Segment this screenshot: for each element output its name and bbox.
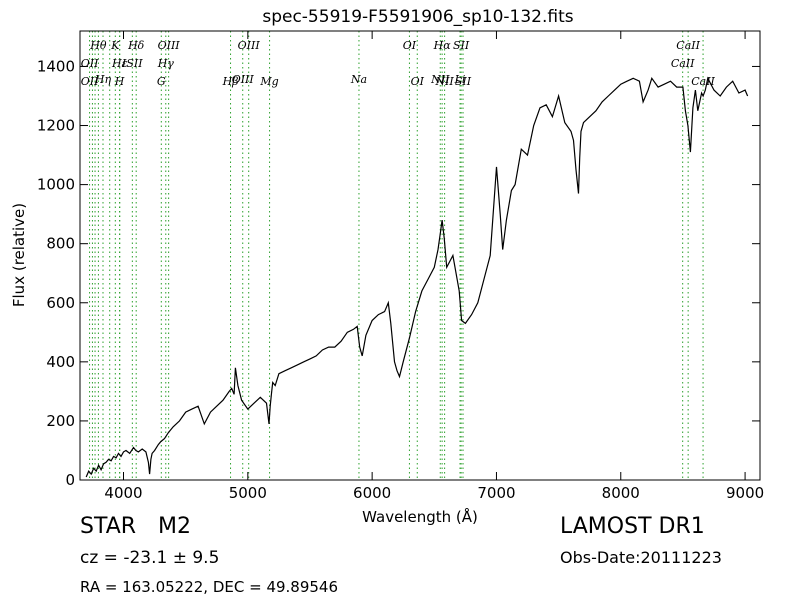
y-tick-label: 600 <box>46 294 75 312</box>
line-label: OII <box>81 75 99 88</box>
subclass-label: M2 <box>158 514 192 539</box>
chart-title: spec-55919-F5591906_sp10-132.fits <box>262 7 573 27</box>
y-tick-label: 400 <box>46 353 75 371</box>
line-label: CaII <box>676 39 700 52</box>
line-label: Hβ <box>222 75 239 88</box>
line-label: K <box>110 39 120 52</box>
line-label: Mg <box>259 75 278 88</box>
line-label: NII <box>430 73 450 86</box>
line-label: OI <box>411 75 425 88</box>
x-tick-label: 7000 <box>477 484 515 502</box>
y-axis-label: Flux (relative) <box>10 203 28 307</box>
line-label: H <box>114 75 125 88</box>
coordinates-text: RA = 163.05222, DEC = 49.89546 <box>80 578 339 596</box>
x-tick-label: 5000 <box>229 484 267 502</box>
line-label: OIII <box>232 73 255 86</box>
line-label: Hδ <box>127 39 145 52</box>
x-axis-label: Wavelength (Å) <box>362 507 478 526</box>
y-tick-label: 800 <box>46 235 75 253</box>
x-tick-label: 8000 <box>602 484 640 502</box>
line-label: SII <box>453 39 470 52</box>
line-label: OI <box>403 39 417 52</box>
redshift-text: cz = -23.1 ± 9.5 <box>80 548 220 568</box>
line-label: Li <box>454 73 466 86</box>
obs-date-text: Obs-Date:20111223 <box>560 548 722 567</box>
spectrum-line <box>85 76 749 478</box>
y-tick-label: 1000 <box>37 176 75 194</box>
line-label: Hθ <box>89 39 107 52</box>
line-label: NII <box>434 75 454 88</box>
y-tick-label: 1400 <box>37 57 75 75</box>
line-label: CaII <box>671 57 695 70</box>
line-label: OII <box>81 57 99 70</box>
survey-label: LAMOST DR1 <box>560 514 705 539</box>
line-label: Hε <box>111 57 128 70</box>
line-label: Na <box>350 73 367 86</box>
line-label: Hη <box>94 73 112 86</box>
plot-frame <box>79 30 761 481</box>
y-tick-label: 1200 <box>37 117 75 135</box>
class-label: STAR <box>80 514 137 539</box>
axis-ticks: 4000 5000 6000 7000 8000 9000 0 200 400 600 800 100… <box>37 31 764 502</box>
spectral-line-markers <box>89 31 704 480</box>
line-label: CaII <box>691 75 715 88</box>
x-tick-label: 6000 <box>353 484 391 502</box>
line-label: G <box>157 75 166 88</box>
object-class: STAR M2 <box>80 514 191 539</box>
line-label: Hγ <box>157 57 175 70</box>
line-label: Hα <box>433 39 452 52</box>
line-label: OIII <box>238 39 261 52</box>
y-tick-label: 0 <box>65 471 75 489</box>
y-tick-label: 200 <box>46 412 75 430</box>
line-label: OIII <box>158 39 181 52</box>
x-tick-label: 4000 <box>104 484 142 502</box>
x-tick-label: 9000 <box>726 484 764 502</box>
line-label: ISII <box>121 57 143 70</box>
line-label: SII <box>455 75 472 88</box>
